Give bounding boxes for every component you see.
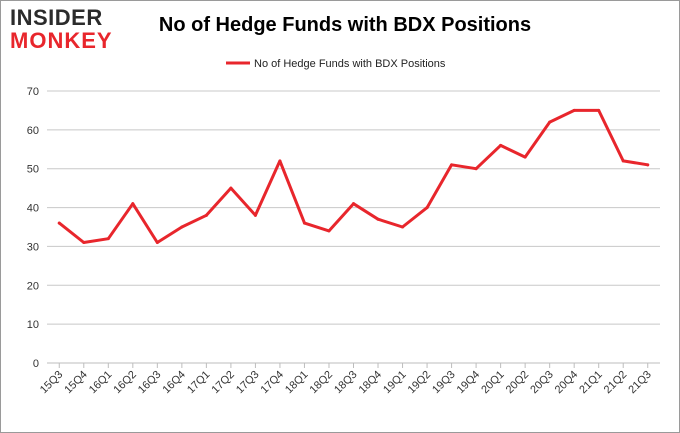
x-tick-label: 18Q2 <box>308 369 336 397</box>
x-tick-label: 18Q1 <box>283 369 311 397</box>
x-tick-label: 20Q1 <box>479 369 507 397</box>
data-point <box>450 163 454 167</box>
y-tick-label: 30 <box>27 241 39 253</box>
data-point <box>425 206 429 210</box>
x-tick-label: 15Q3 <box>38 369 66 397</box>
y-tick-label: 70 <box>27 86 39 98</box>
y-tick-label: 50 <box>27 164 39 176</box>
data-point <box>376 217 380 221</box>
x-tick-label: 15Q4 <box>62 369 90 397</box>
x-tick-label: 18Q3 <box>332 369 360 397</box>
legend-label: No of Hedge Funds with BDX Positions <box>254 58 446 70</box>
y-tick-label: 10 <box>27 319 39 331</box>
data-point <box>523 155 527 159</box>
x-tick-label: 20Q4 <box>553 369 581 397</box>
logo-line-2: MONKEY <box>10 28 113 53</box>
data-point <box>180 225 184 229</box>
x-tick-label: 16Q3 <box>136 369 164 397</box>
x-tick-label: 17Q3 <box>234 369 262 397</box>
data-point <box>352 202 355 206</box>
data-point <box>597 108 601 112</box>
insider-monkey-logo: INSIDER MONKEY <box>10 6 130 56</box>
x-tick-label: 19Q2 <box>406 369 434 397</box>
x-tick-label: 19Q4 <box>455 369 483 397</box>
data-point <box>131 202 135 206</box>
data-point <box>253 213 257 217</box>
data-point <box>106 237 110 241</box>
data-point <box>155 241 159 245</box>
y-tick-label: 0 <box>33 358 39 370</box>
y-tick-label: 40 <box>27 203 39 215</box>
data-point <box>229 186 233 190</box>
x-tick-label: 16Q1 <box>87 369 115 397</box>
x-tick-label: 21Q1 <box>577 369 605 397</box>
chart-title: No of Hedge Funds with BDX Positions <box>158 14 532 36</box>
x-tick-label: 16Q4 <box>160 369 188 397</box>
data-point <box>57 221 61 225</box>
x-tick-label: 17Q4 <box>259 369 287 397</box>
data-point <box>302 221 306 225</box>
x-tick-label: 19Q1 <box>381 369 409 397</box>
data-point <box>548 120 552 124</box>
x-tick-label: 17Q2 <box>209 369 237 397</box>
data-point <box>499 143 503 147</box>
data-point <box>646 163 650 167</box>
data-point <box>327 229 331 233</box>
data-point <box>621 159 625 163</box>
data-point <box>401 225 405 229</box>
data-point <box>278 159 282 163</box>
y-tick-label: 60 <box>27 125 39 137</box>
y-tick-label: 20 <box>27 280 39 292</box>
x-tick-label: 19Q3 <box>430 369 458 397</box>
x-tick-label: 20Q3 <box>528 369 556 397</box>
x-tick-label: 17Q1 <box>185 369 213 397</box>
x-tick-label: 16Q2 <box>111 369 139 397</box>
logo-line-1: INSIDER <box>10 5 103 30</box>
data-point <box>82 241 86 245</box>
data-point <box>474 167 478 171</box>
x-tick-label: 21Q2 <box>602 369 630 397</box>
x-tick-label: 21Q3 <box>626 369 654 397</box>
x-tick-label: 18Q4 <box>357 369 385 397</box>
x-tick-label: 20Q2 <box>504 369 532 397</box>
data-point <box>572 108 576 112</box>
data-point <box>204 213 208 217</box>
